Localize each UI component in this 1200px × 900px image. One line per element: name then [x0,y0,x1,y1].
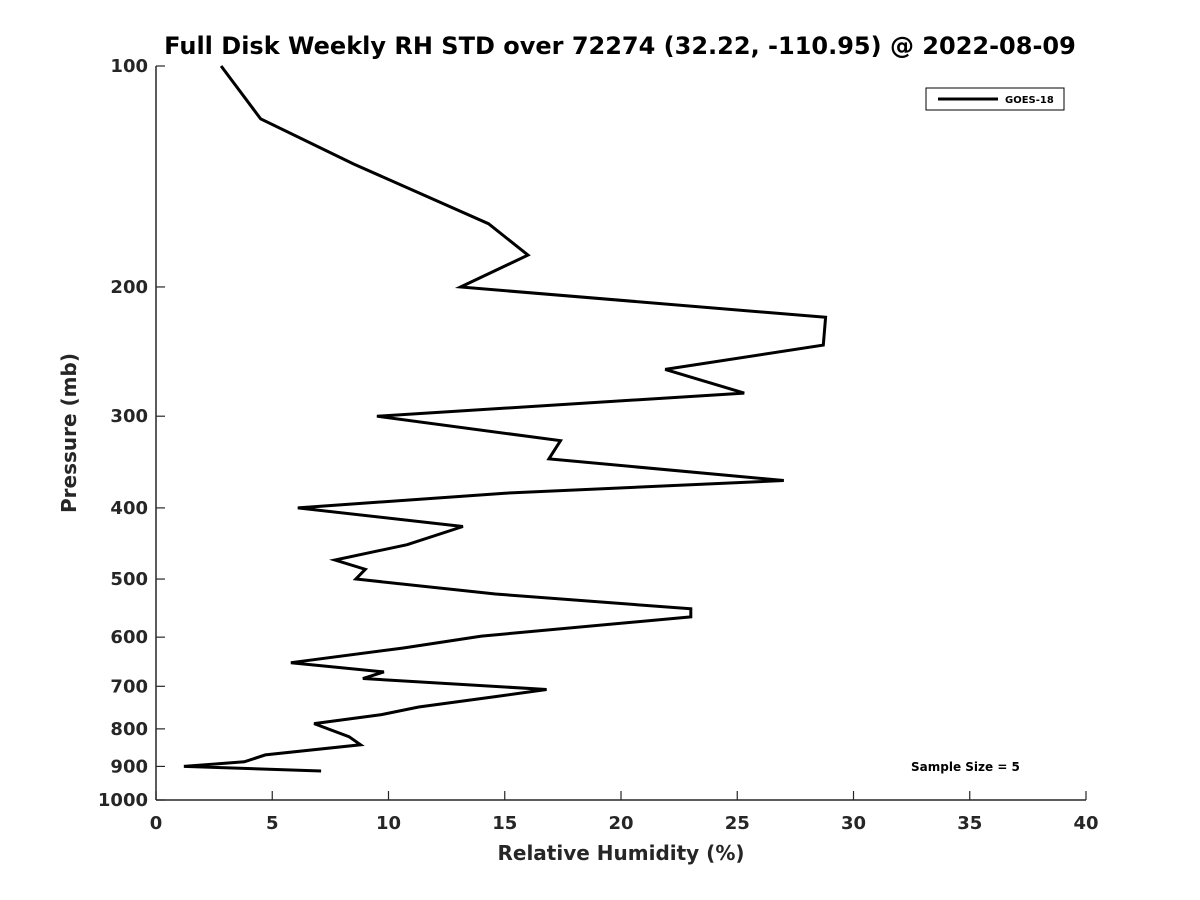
series-layer [183,65,828,773]
y-tick-label: 1000 [98,790,148,811]
legend: GOES-18 [925,87,1065,111]
y-tick-label: 300 [110,406,148,427]
y-ticks: 100 200 300 400 500 600 700 800 900 1000 [98,56,165,811]
x-ticks: 0 5 10 15 20 25 30 35 40 [150,791,1099,834]
x-tick-label: 0 [150,813,163,834]
y-tick-label: 700 [110,676,148,697]
chart-title: Full Disk Weekly RH STD over 72274 (32.2… [164,32,1076,60]
axes [155,66,1086,801]
y-tick-label: 200 [110,277,148,298]
x-tick-label: 20 [608,813,633,834]
y-tick-label: 400 [110,498,148,519]
x-tick-label: 15 [492,813,517,834]
series-line-goes-18 [183,65,828,773]
x-tick-label: 30 [841,813,866,834]
x-tick-label: 25 [725,813,750,834]
y-tick-label: 500 [110,569,148,590]
x-tick-label: 10 [376,813,401,834]
y-tick-label: 600 [110,627,148,648]
y-tick-label: 900 [110,756,148,777]
x-tick-label: 40 [1073,813,1098,834]
legend-label-goes-18: GOES-18 [1005,95,1054,106]
x-axis-label: Relative Humidity (%) [497,841,744,865]
sample-size-annotation: Sample Size = 5 [911,760,1020,774]
x-tick-label: 5 [266,813,279,834]
y-axis-label: Pressure (mb) [57,353,81,513]
y-tick-label: 800 [110,719,148,740]
x-tick-label: 35 [957,813,982,834]
y-tick-label: 100 [110,56,148,77]
